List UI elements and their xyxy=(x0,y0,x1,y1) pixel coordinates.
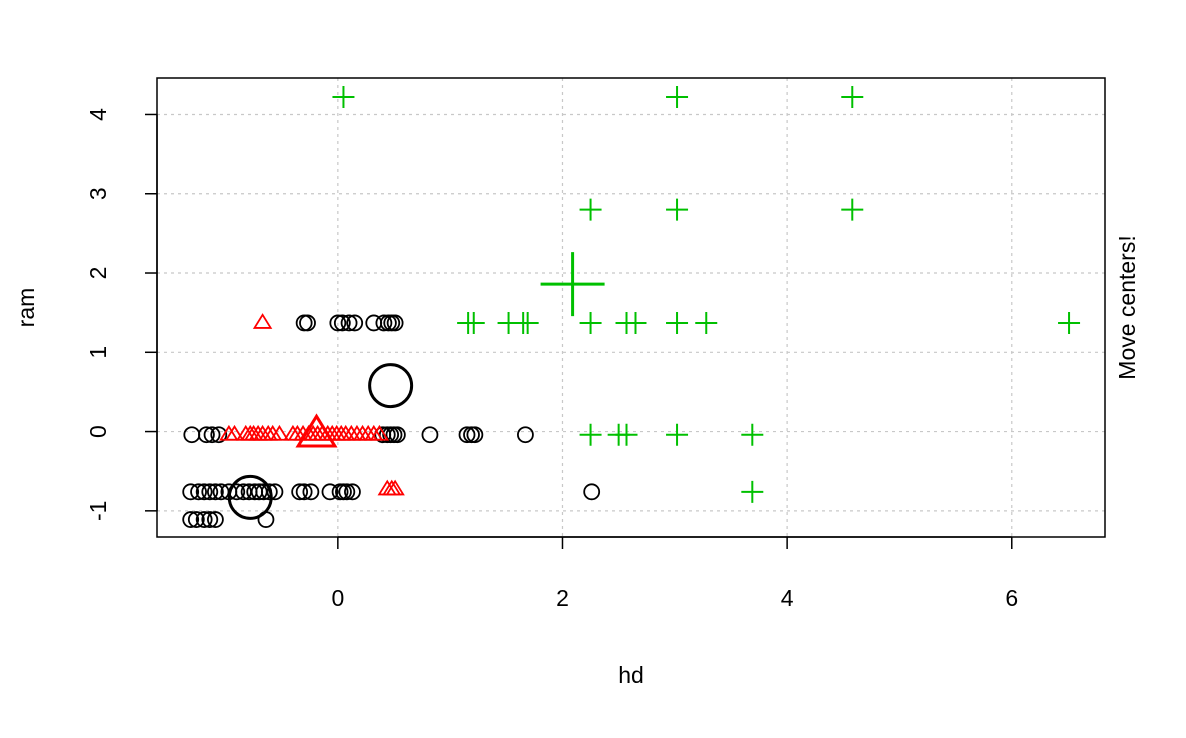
data-point-circle xyxy=(295,314,313,332)
cluster-center-circle xyxy=(368,363,414,409)
data-point-circle xyxy=(421,426,439,444)
data-point-circle xyxy=(299,314,316,332)
data-point-plus xyxy=(516,311,539,334)
data-point-plus xyxy=(741,423,764,446)
data-point-plus xyxy=(615,423,638,446)
data-point-plus xyxy=(741,480,764,503)
data-point-circle xyxy=(203,426,221,444)
data-point-triangle xyxy=(252,313,273,329)
data-point-plus xyxy=(841,198,864,221)
plot-frame xyxy=(156,77,1106,538)
data-point-plus xyxy=(666,311,689,334)
data-point-plus xyxy=(579,423,602,446)
data-point-plus xyxy=(1058,311,1081,334)
x-tick-label: 6 xyxy=(1005,585,1018,611)
data-point-circle xyxy=(266,483,284,501)
cluster-centers xyxy=(227,252,605,520)
y-tick-label: 0 xyxy=(85,425,111,438)
cluster-center-plus xyxy=(540,252,605,317)
data-point-circle xyxy=(187,511,205,528)
data-point-circle xyxy=(295,483,313,501)
data-point-circle xyxy=(338,483,356,501)
data-point-circle xyxy=(340,314,358,332)
data-point-circle xyxy=(210,426,228,444)
data-point-circle xyxy=(291,483,309,501)
data-point-circle xyxy=(260,483,278,501)
data-point-triangle xyxy=(358,424,378,441)
data-point-circle xyxy=(302,483,320,501)
cluster-center-triangle xyxy=(295,413,338,448)
x-tick-label: 0 xyxy=(331,585,344,611)
side-annotation: Move centers! xyxy=(1114,235,1140,379)
data-point-triangle xyxy=(269,424,290,441)
data-point-plus xyxy=(841,86,864,109)
data-point-circle xyxy=(195,511,213,528)
data-point-triangle xyxy=(347,424,367,441)
data-point-circle xyxy=(182,483,200,501)
data-point-triangle xyxy=(385,479,405,496)
x-axis-title: hd xyxy=(618,662,644,688)
data-point-plus xyxy=(666,198,689,221)
data-point-circle xyxy=(333,314,351,332)
data-point-triangle xyxy=(224,424,245,441)
y-tick-label: 4 xyxy=(85,108,111,121)
data-point-circle xyxy=(583,483,601,501)
data-point-plus xyxy=(624,311,647,334)
data-point-circle xyxy=(207,483,224,501)
data-point-plus xyxy=(666,423,689,446)
data-point-circle xyxy=(207,511,224,528)
y-tick-label: 2 xyxy=(85,267,111,280)
data-point-plus xyxy=(579,198,602,221)
data-point-triangle xyxy=(352,424,373,441)
x-tick-label: 4 xyxy=(781,585,794,611)
data-point-circle xyxy=(458,426,476,444)
data-point-circle xyxy=(346,314,364,332)
data-point-circle xyxy=(375,314,393,332)
data-point-circle xyxy=(183,426,201,444)
x-tick-label: 2 xyxy=(556,585,569,611)
data-point-circle xyxy=(201,483,219,501)
data-point-circle xyxy=(201,511,219,528)
data-point-circle xyxy=(388,426,406,444)
data-point-circle xyxy=(517,426,534,444)
data-point-circle xyxy=(329,314,347,332)
data-point-plus xyxy=(332,86,355,109)
y-axis-title: ram xyxy=(13,288,39,328)
data-point-circle xyxy=(344,483,361,501)
data-points xyxy=(182,86,1081,528)
data-point-plus xyxy=(666,86,689,109)
y-tick-label: 1 xyxy=(85,346,111,359)
cluster-center-circle xyxy=(227,474,273,520)
axes: 0 2 4 6 -1 0 1 2 3 4 xyxy=(85,108,1018,611)
data-point-circle xyxy=(195,483,213,501)
data-point-plus xyxy=(462,311,485,334)
y-tick-label: -1 xyxy=(85,501,111,521)
grid-lines xyxy=(157,78,1105,537)
data-point-circle xyxy=(182,511,200,528)
data-point-plus xyxy=(579,311,602,334)
data-point-circle xyxy=(321,483,339,501)
y-tick-label: 3 xyxy=(85,187,111,200)
data-point-circle xyxy=(190,483,207,501)
data-point-plus xyxy=(695,311,718,334)
data-point-circle xyxy=(386,314,404,332)
data-point-circle xyxy=(198,426,215,444)
data-point-circle xyxy=(466,426,484,444)
data-point-triangle xyxy=(369,424,390,441)
